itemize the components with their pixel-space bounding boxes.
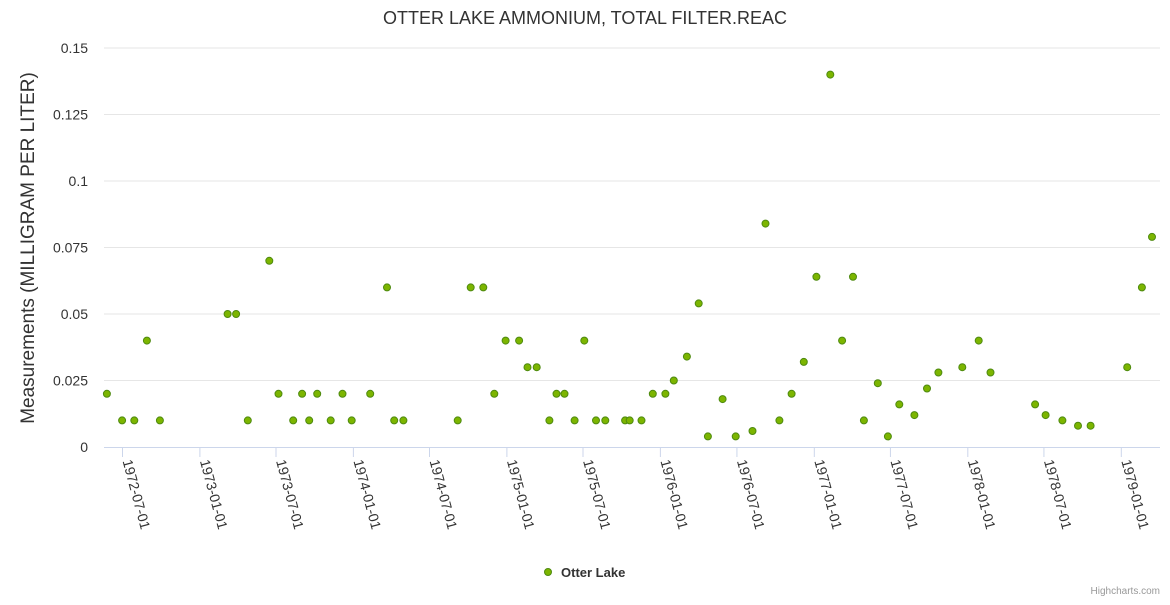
data-point[interactable] (265, 256, 274, 265)
data-point[interactable] (560, 389, 569, 398)
data-point[interactable] (102, 389, 111, 398)
data-point[interactable] (305, 416, 314, 425)
data-point[interactable] (466, 283, 475, 292)
legend[interactable]: Otter Lake (544, 565, 626, 580)
data-point[interactable] (453, 416, 462, 425)
data-point[interactable] (1148, 232, 1156, 241)
data-point[interactable] (313, 389, 322, 398)
data-point[interactable] (694, 299, 703, 308)
data-point[interactable] (570, 416, 579, 425)
series-otter-lake[interactable] (102, 70, 1156, 441)
data-point[interactable] (1031, 400, 1040, 409)
data-point[interactable] (648, 389, 657, 398)
y-tick-label: 0.025 (53, 373, 88, 389)
data-point[interactable] (849, 272, 857, 281)
data-point[interactable] (274, 389, 283, 398)
data-point[interactable] (826, 70, 835, 79)
data-point[interactable] (761, 219, 770, 228)
y-gridlines (104, 47, 1160, 381)
data-point[interactable] (532, 363, 541, 372)
data-point[interactable] (1041, 411, 1050, 420)
data-point[interactable] (1074, 421, 1082, 430)
data-point[interactable] (552, 389, 561, 398)
data-point[interactable] (232, 310, 241, 318)
data-point[interactable] (155, 416, 164, 425)
data-point[interactable] (718, 395, 727, 404)
data-point[interactable] (910, 411, 919, 420)
data-point[interactable] (243, 416, 252, 425)
data-point[interactable] (289, 416, 298, 425)
y-tick-label: 0.125 (53, 107, 88, 123)
data-point[interactable] (580, 336, 589, 345)
data-point[interactable] (838, 336, 847, 345)
data-point[interactable] (490, 389, 499, 398)
data-point[interactable] (986, 368, 995, 377)
data-point[interactable] (799, 357, 808, 366)
y-tick-label: 0.075 (53, 240, 88, 256)
data-point[interactable] (501, 336, 510, 345)
data-point[interactable] (130, 416, 139, 425)
y-axis: 0 0.025 0.05 0.075 0.1 0.125 0.15 (53, 40, 88, 455)
data-point[interactable] (731, 432, 740, 441)
data-point[interactable] (523, 363, 532, 372)
data-point[interactable] (812, 272, 821, 281)
data-point[interactable] (601, 416, 610, 425)
data-point[interactable] (479, 283, 488, 292)
data-point[interactable] (1123, 363, 1132, 372)
data-point[interactable] (545, 416, 554, 425)
legend-marker (544, 568, 552, 576)
credits-link[interactable]: Highcharts.com (1091, 586, 1160, 597)
data-point[interactable] (223, 310, 232, 318)
legend-item-otter-lake[interactable]: Otter Lake (561, 565, 625, 580)
data-point[interactable] (142, 336, 151, 345)
data-point[interactable] (669, 376, 678, 385)
data-point[interactable] (873, 379, 882, 388)
data-point[interactable] (399, 416, 408, 425)
data-point[interactable] (298, 389, 307, 398)
y-tick-label: 0 (80, 439, 88, 455)
data-point[interactable] (1086, 421, 1095, 430)
data-point[interactable] (625, 416, 634, 425)
data-point[interactable] (390, 416, 399, 425)
data-point[interactable] (934, 368, 943, 377)
y-axis-title: Measurements (MILLIGRAM PER LITER) (18, 72, 39, 424)
data-point[interactable] (958, 363, 967, 372)
data-point[interactable] (748, 427, 757, 435)
data-point[interactable] (787, 389, 796, 398)
data-point[interactable] (338, 389, 347, 398)
data-point[interactable] (923, 384, 931, 393)
data-point[interactable] (974, 336, 983, 345)
data-point[interactable] (637, 416, 646, 425)
data-point[interactable] (775, 416, 784, 425)
data-point[interactable] (366, 389, 375, 398)
data-point[interactable] (347, 416, 356, 425)
data-point[interactable] (682, 352, 691, 361)
data-point[interactable] (859, 416, 868, 425)
data-point[interactable] (1058, 416, 1067, 425)
data-point[interactable] (703, 432, 712, 441)
y-tick-label: 0.1 (69, 173, 89, 189)
data-point[interactable] (515, 336, 524, 345)
y-tick-label: 0.05 (61, 306, 88, 322)
data-point[interactable] (895, 400, 904, 409)
data-point[interactable] (1137, 283, 1146, 292)
data-point[interactable] (592, 416, 600, 425)
data-point[interactable] (383, 283, 391, 292)
data-point[interactable] (326, 416, 335, 425)
data-point[interactable] (883, 432, 892, 441)
data-point[interactable] (661, 389, 670, 398)
y-tick-label: 0.15 (61, 40, 88, 56)
chart-title: OTTER LAKE AMMONIUM, TOTAL FILTER.REAC (383, 8, 787, 28)
data-point[interactable] (118, 416, 127, 425)
